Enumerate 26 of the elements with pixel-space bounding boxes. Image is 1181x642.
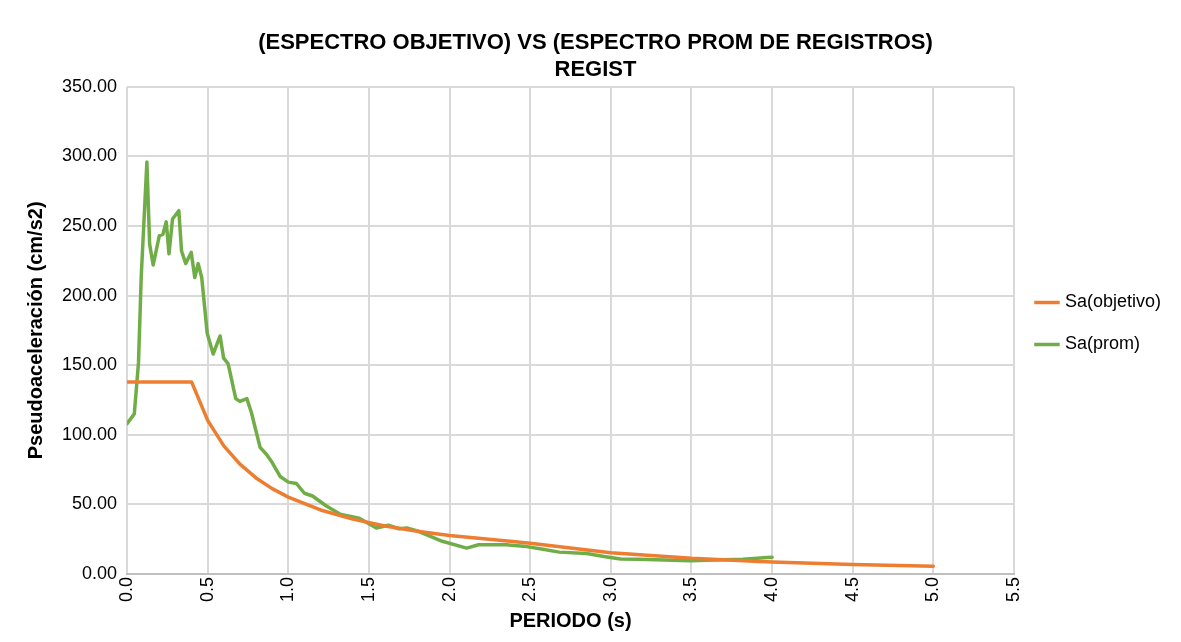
x-tick-label: 1.0	[277, 576, 298, 603]
x-tick-label: 4.0	[761, 576, 782, 603]
chart-subtitle: REGIST	[554, 55, 638, 81]
y-tick-label: 50.00	[72, 493, 118, 514]
x-tick-label: 0.5	[196, 576, 217, 603]
y-tick-label: 100.00	[61, 423, 118, 444]
y-tick-label: 150.00	[61, 354, 118, 375]
chart-title: (ESPECTRO OBJETIVO) VS (ESPECTRO PROM DE REGISTROS)	[258, 29, 933, 55]
x-tick-label: 5.5	[1002, 576, 1023, 603]
y-axis-title: Pseudoaceleración (cm/s2)	[23, 201, 46, 460]
x-axis-title: PERIODO (s)	[509, 608, 632, 631]
x-tick-label: 3.0	[599, 576, 620, 603]
x-tick-label: 1.5	[357, 576, 378, 603]
y-tick-label: 350.00	[61, 75, 118, 96]
y-tick-label: 0.00	[82, 562, 118, 583]
legend-label: Sa(prom)	[1064, 333, 1140, 354]
y-tick-label: 200.00	[61, 284, 118, 305]
x-tick-label: 5.0	[922, 576, 943, 603]
x-tick-label: 3.5	[680, 576, 701, 603]
x-tick-label: 4.5	[841, 576, 862, 603]
x-tick-label: 0.0	[116, 576, 137, 603]
y-tick-label: 300.00	[61, 145, 118, 166]
y-tick-label: 250.00	[61, 214, 118, 235]
x-tick-label: 2.5	[519, 576, 540, 603]
x-tick-label: 2.0	[438, 576, 459, 603]
legend-label: Sa(objetivo)	[1064, 291, 1161, 312]
